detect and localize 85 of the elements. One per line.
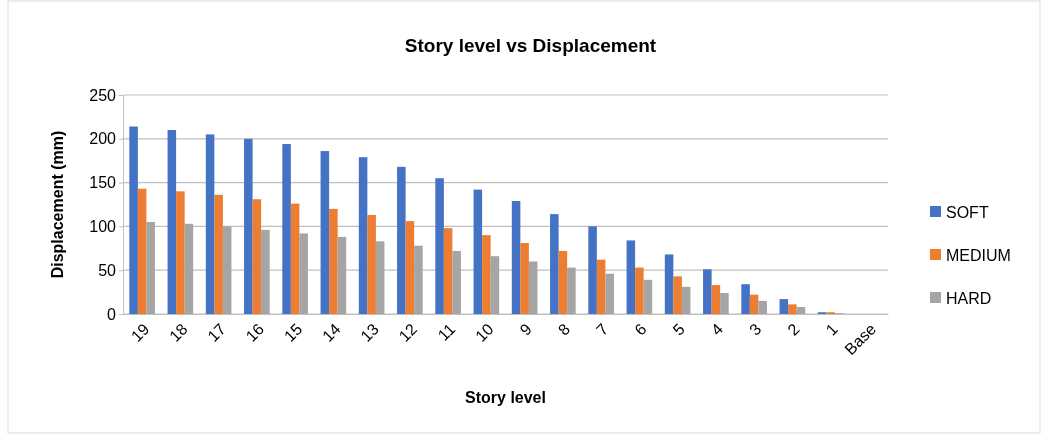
x-tick-label: 16: [242, 320, 268, 345]
bar: [367, 215, 376, 314]
x-tick-label: 10: [471, 320, 497, 345]
bar: [490, 256, 500, 314]
bar: [567, 267, 576, 314]
x-tick-label: 5: [669, 320, 688, 339]
bar: [703, 269, 712, 314]
bar: [528, 261, 538, 314]
x-tick-label: 1: [822, 320, 841, 339]
bar: [358, 157, 368, 314]
bar: [520, 243, 529, 314]
legend-label: MEDIUM: [946, 246, 1011, 264]
bar: [550, 214, 559, 314]
x-tick-label: 12: [395, 320, 421, 345]
y-tick-label: 250: [89, 86, 117, 104]
bar: [511, 201, 521, 314]
bar: [681, 286, 691, 314]
bar: [643, 279, 653, 314]
x-tick-label: 6: [631, 320, 650, 339]
bar: [673, 276, 682, 314]
x-tick-label: 3: [746, 320, 765, 339]
x-tick-label: 11: [434, 320, 459, 344]
bar: [282, 144, 291, 314]
bar: [588, 226, 597, 314]
y-tick-label: 0: [107, 305, 117, 323]
x-tick-label: 15: [280, 320, 306, 345]
bar: [558, 250, 568, 314]
x-tick-label: 19: [127, 320, 153, 345]
chart-title: Story level vs Displacement: [404, 35, 657, 56]
x-tick-label: 13: [357, 320, 382, 345]
bar: [605, 273, 614, 314]
bar: [720, 292, 729, 314]
bar: [626, 240, 636, 314]
bar: [252, 199, 262, 314]
y-tick-label: 50: [98, 261, 117, 279]
bar: [397, 166, 406, 314]
bar: [375, 241, 385, 314]
bar: [664, 254, 674, 314]
y-tick-label: 200: [89, 130, 117, 148]
bar: [741, 284, 750, 314]
legend-label: HARD: [946, 289, 992, 307]
bar: [290, 203, 300, 314]
bar: [337, 236, 347, 314]
bar: [482, 235, 491, 314]
bar: [329, 208, 338, 314]
x-tick-label: 9: [516, 320, 535, 339]
y-tick-label: 100: [89, 218, 117, 236]
x-axis-title: Story level: [465, 389, 546, 406]
bar: [796, 306, 806, 314]
bar: [635, 267, 644, 314]
bar: [244, 138, 253, 314]
bar: [443, 228, 453, 314]
bar: [129, 126, 138, 314]
bar: [261, 229, 270, 314]
x-tick-label: 17: [204, 320, 229, 345]
y-axis-title: Displacement (mm): [49, 130, 66, 279]
bar: [788, 304, 797, 314]
bar: [758, 300, 767, 314]
bar: [176, 191, 185, 314]
x-tick-label: 7: [593, 320, 612, 339]
x-tick-label: 14: [318, 320, 344, 345]
bar: [167, 130, 177, 314]
x-tick-label: 8: [554, 320, 574, 339]
bar: [205, 134, 215, 314]
x-tick-label: 4: [707, 320, 727, 339]
bar: [214, 194, 223, 314]
y-tick-label: 150: [89, 174, 117, 192]
bar: [452, 250, 461, 314]
bar: [299, 233, 308, 314]
bar: [749, 294, 759, 314]
bar: [146, 222, 155, 314]
bar: [405, 221, 415, 314]
x-tick-label: 18: [165, 320, 191, 345]
legend-label: SOFT: [946, 203, 989, 221]
bar: [414, 245, 423, 314]
bar: [779, 299, 789, 314]
x-tick-label: 2: [784, 320, 803, 339]
bar: [435, 178, 444, 314]
bar: [137, 188, 147, 314]
bar: [222, 226, 232, 314]
bar: [596, 259, 606, 314]
bar: [184, 223, 194, 314]
bar: [320, 151, 330, 314]
bar: [711, 285, 721, 314]
bar: [473, 189, 483, 314]
